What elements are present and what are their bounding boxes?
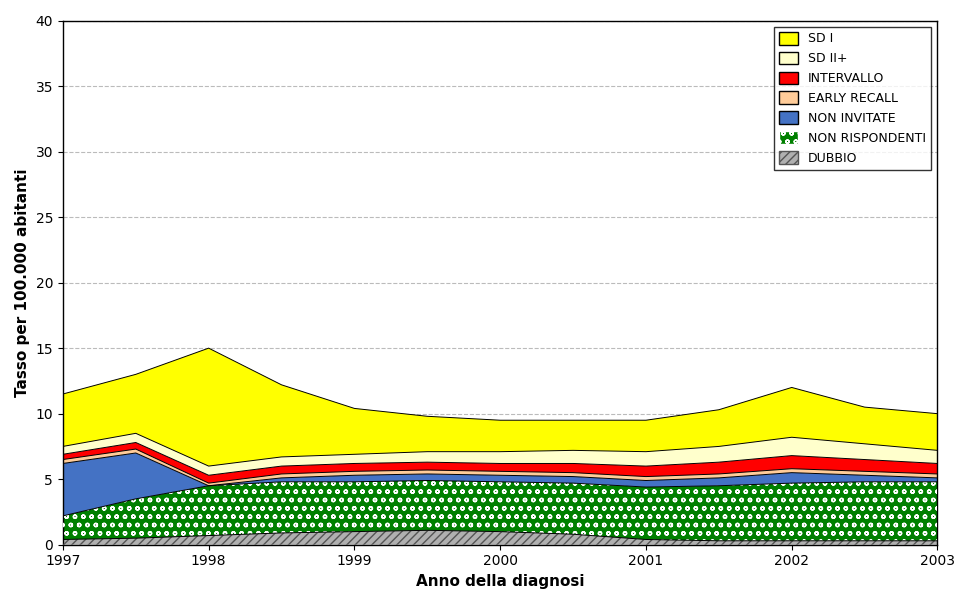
- Legend: SD I, SD II+, INTERVALLO, EARLY RECALL, NON INVITATE, NON RISPONDENTI, DUBBIO: SD I, SD II+, INTERVALLO, EARLY RECALL, …: [773, 27, 930, 170]
- Y-axis label: Tasso per 100.000 abitanti: Tasso per 100.000 abitanti: [15, 169, 30, 397]
- X-axis label: Anno della diagnosi: Anno della diagnosi: [416, 574, 584, 589]
